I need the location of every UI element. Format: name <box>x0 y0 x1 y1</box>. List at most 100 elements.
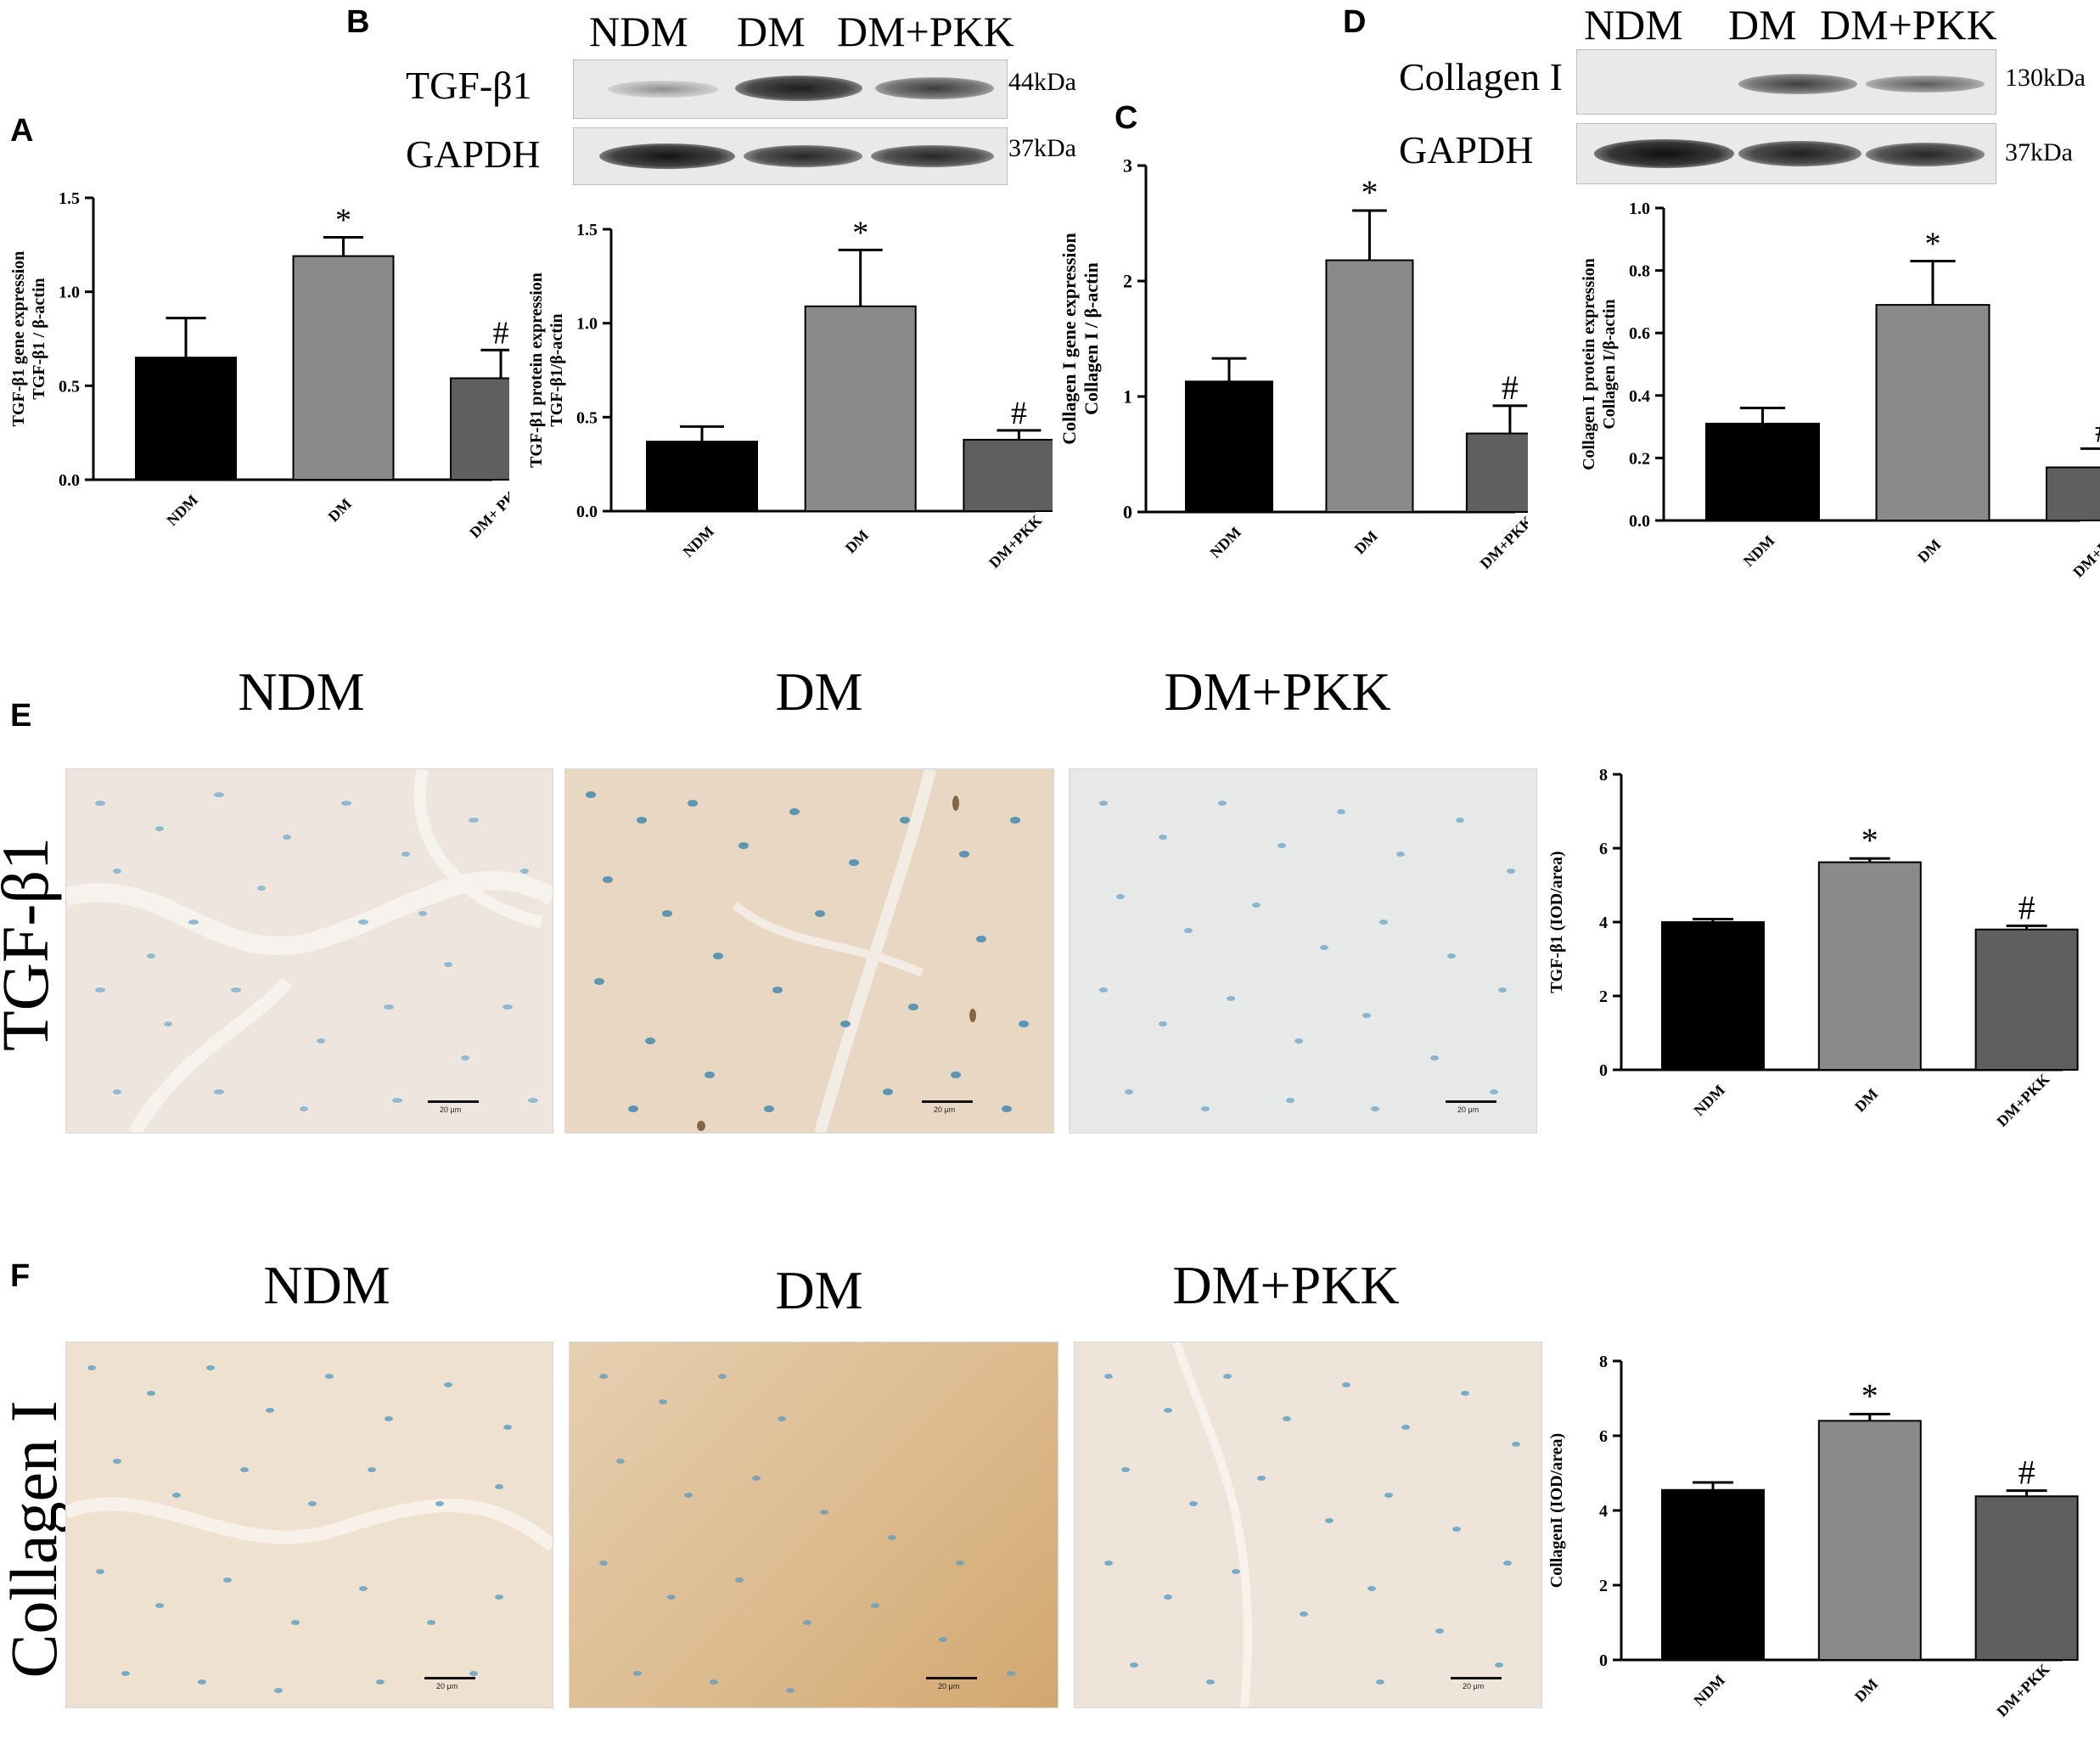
y-axis-label: TGF-β1 (IOD/area) <box>1547 851 1566 993</box>
bar <box>1817 1420 1922 1662</box>
x-category-label: DM+ PKK <box>466 479 509 541</box>
band <box>1866 143 1985 166</box>
scale-bar <box>1451 1677 1502 1679</box>
y-axis-label: Collagen I protein expression <box>1580 258 1598 470</box>
significance-marker-hash: # <box>2019 1454 2035 1492</box>
chart-f-collagen-iod: 0 2 4 6 8 CollagenI (IOD/area) NDM * DM # DM+PKK <box>1547 1353 2079 1720</box>
bar <box>135 357 237 481</box>
y-tick-label: 6 <box>1599 840 1608 858</box>
x-category-label: DM+PKK <box>1477 513 1528 572</box>
y-tick-label: 1.0 <box>1629 200 1650 218</box>
bar <box>1661 921 1765 1071</box>
tissue-texture <box>66 1365 553 1693</box>
band <box>875 77 994 99</box>
y-tick-label: 4 <box>1599 1502 1608 1521</box>
micrograph-f-dm: 20 μm <box>569 1342 1058 1708</box>
x-category-label: DM <box>1851 1085 1881 1115</box>
x-category-label: DM <box>1851 1675 1881 1705</box>
tissue-texture <box>1099 801 1515 1111</box>
scale-bar-label: 20 μm <box>934 1105 956 1114</box>
y-tick-label: 0 <box>1123 502 1132 523</box>
band <box>1738 74 1857 94</box>
y-tick-label: 0.6 <box>1629 324 1650 343</box>
blot-b-header-dm: DM <box>737 8 806 55</box>
y-tick-label: 2 <box>1123 271 1132 292</box>
y-tick-label: 0.5 <box>59 377 80 396</box>
x-category-label: DM+PKK <box>2069 521 2100 581</box>
bar <box>1974 928 2079 1071</box>
scale-bar <box>926 1677 977 1679</box>
y-tick-label: 0.0 <box>576 503 598 521</box>
bar <box>963 438 1053 513</box>
y-tick-label: 0.0 <box>59 471 80 490</box>
tissue-texture <box>586 769 1029 1133</box>
x-category-label: DM+PKK <box>1993 1071 2052 1130</box>
x-category-label: NDM <box>1690 1081 1728 1119</box>
significance-marker-star: * <box>1361 173 1378 211</box>
y-tick-label: 1.5 <box>59 189 80 208</box>
bar <box>1465 432 1528 513</box>
bar <box>1661 1488 1765 1661</box>
scale-bar-label: 20 μm <box>1463 1682 1485 1690</box>
panel-label-c: C <box>1115 100 1138 136</box>
y-tick-label: 0.5 <box>576 408 598 427</box>
x-category-label: DM <box>1351 527 1381 557</box>
y-axis-label: Collagen I/β-actin <box>1600 299 1619 429</box>
scale-bar <box>922 1100 973 1103</box>
y-tick-label: 3 <box>1123 155 1132 177</box>
micrograph-e-dmpkk: 20 μm <box>1069 768 1537 1133</box>
scale-bar <box>1446 1100 1496 1103</box>
band <box>1738 141 1861 166</box>
ihc-f-header-ndm: NDM <box>263 1255 390 1315</box>
micrograph-f-dmpkk: 20 μm <box>1074 1342 1542 1708</box>
panel-label-b: B <box>346 4 370 40</box>
y-axis-label: Collagen I / β-actin <box>1081 262 1102 415</box>
significance-marker-hash: # <box>2019 888 2035 926</box>
micrograph-e-ndm: 20 μm <box>65 768 553 1133</box>
panel-label-e: E <box>10 698 32 734</box>
x-category-label: NDM <box>1740 532 1778 570</box>
bar <box>2046 466 2100 522</box>
tissue-texture <box>599 1374 1015 1693</box>
band <box>1866 76 1985 93</box>
bar <box>1817 861 1922 1071</box>
scale-bar <box>424 1677 475 1679</box>
bar <box>1185 380 1273 513</box>
chart-c-collagen-gene: 0 1 2 3 Collagen I gene expression Collagen I… <box>1058 155 1528 572</box>
ihc-f-header-dmpkk: DM+PKK <box>1172 1255 1400 1315</box>
blot-d-row-label-collagen: Collagen I <box>1399 55 1563 98</box>
x-category-label: DM <box>1914 536 1944 565</box>
bar <box>1705 422 1820 522</box>
tissue-texture <box>1104 1342 1520 1707</box>
x-category-label: NDM <box>679 522 717 560</box>
band <box>599 143 735 169</box>
bar <box>450 377 509 481</box>
y-tick-label: 0.8 <box>1629 262 1650 281</box>
y-tick-label: 8 <box>1599 1353 1608 1371</box>
band <box>1594 139 1734 168</box>
y-tick-label: 2 <box>1599 1577 1608 1595</box>
x-category-label: DM <box>842 526 872 556</box>
bar <box>804 305 917 512</box>
blot-d-collagen-strip <box>1576 49 1996 115</box>
ihc-f-header-dm: DM <box>775 1260 863 1320</box>
blot-b-row-label-tgf: TGF-β1 <box>406 64 532 107</box>
ihc-e-header-dm: DM <box>775 661 863 722</box>
x-category-label: DM+PKK <box>1993 1661 2052 1720</box>
y-tick-label: 2 <box>1599 987 1608 1006</box>
scale-bar-label: 20 μm <box>938 1682 960 1690</box>
significance-marker-star: * <box>335 202 351 238</box>
y-tick-label: 1.0 <box>59 284 80 302</box>
panel-label-d: D <box>1343 4 1367 40</box>
chart-e-tgf-iod: 0 2 4 6 8 TGF-β1 (IOD/area) NDM * DM # DM+PKK <box>1547 766 2079 1130</box>
micrograph-f-ndm: 20 μm <box>65 1342 553 1708</box>
bar <box>1325 259 1414 514</box>
y-axis-label: Collagen I gene expression <box>1058 233 1080 445</box>
y-tick-label: 6 <box>1599 1427 1608 1446</box>
band <box>735 76 862 101</box>
x-category-label: NDM <box>163 491 201 529</box>
x-category-label: DM <box>325 495 355 525</box>
significance-marker-star: * <box>1925 227 1941 262</box>
ihc-e-header-ndm: NDM <box>238 661 365 722</box>
scale-bar-label: 20 μm <box>440 1105 462 1114</box>
